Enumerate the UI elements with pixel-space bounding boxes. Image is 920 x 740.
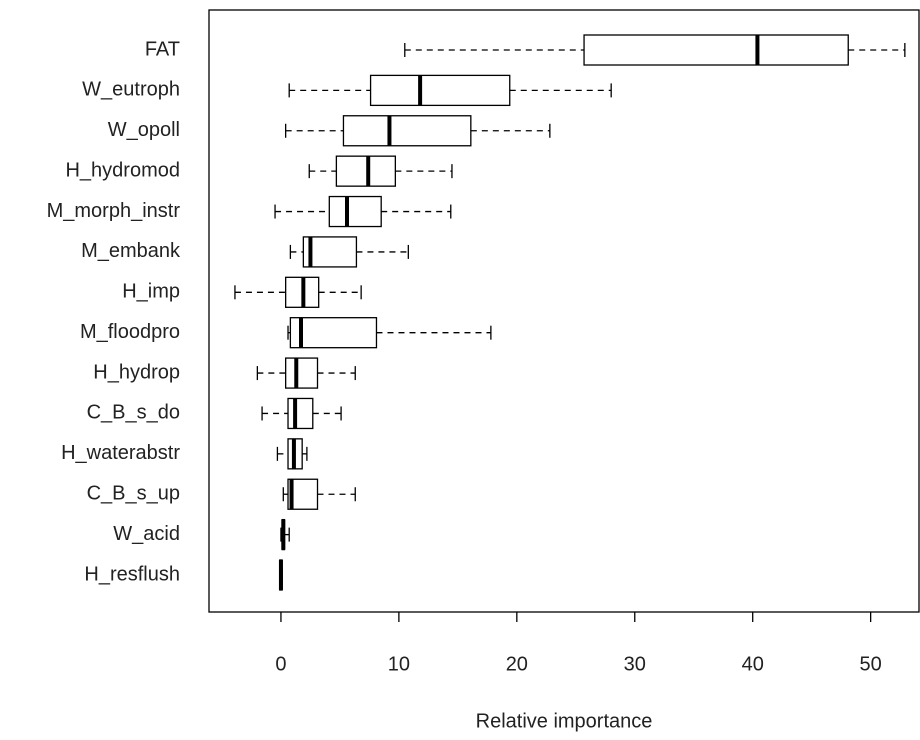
box [583, 34, 849, 66]
plot-frame [208, 9, 920, 613]
category-label: M_morph_instr [47, 200, 181, 222]
x-tick-label: 10 [388, 653, 410, 675]
box [289, 317, 378, 349]
x-tick-label: 30 [624, 653, 646, 675]
category-label: C_B_s_do [87, 402, 180, 424]
x-tick-label: 20 [506, 653, 528, 675]
category-label: H_imp [122, 281, 180, 303]
category-label: W_opoll [108, 119, 180, 141]
x-tick-label: 40 [742, 653, 764, 675]
x-tick-label: 50 [860, 653, 882, 675]
box [335, 155, 396, 187]
box [285, 357, 319, 389]
x-tick-label: 0 [275, 653, 286, 675]
category-label: H_resflush [84, 563, 180, 585]
box [328, 195, 382, 228]
x-axis-label: Relative importance [476, 710, 653, 732]
category-label: M_embank [81, 240, 181, 262]
category-label: W_eutroph [82, 79, 180, 101]
category-label: H_waterabstr [61, 442, 180, 464]
category-label: M_floodpro [80, 321, 180, 343]
category-label: C_B_s_up [87, 483, 180, 505]
category-label: FAT [145, 38, 180, 60]
category-label: H_hydrop [93, 361, 180, 383]
category-label: H_hydromod [65, 159, 180, 181]
category-label: W_acid [113, 523, 180, 545]
box [369, 74, 511, 107]
box [342, 115, 472, 147]
box [287, 397, 314, 430]
